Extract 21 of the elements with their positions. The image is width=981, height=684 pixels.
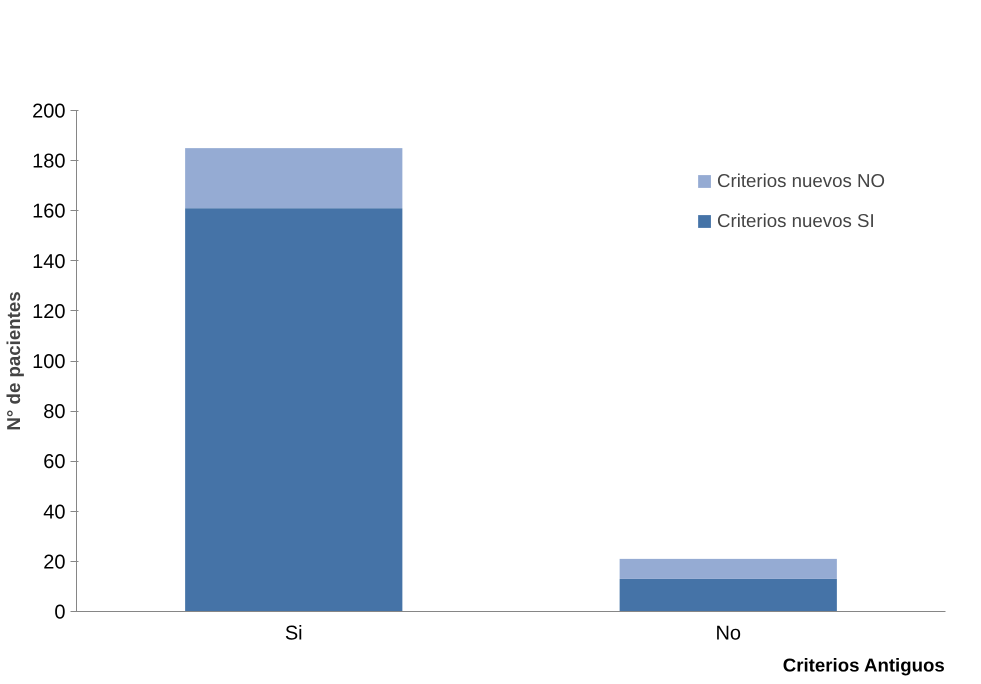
y-tick-label: 20	[43, 551, 66, 574]
y-tick-label: 60	[43, 451, 66, 474]
y-tick-label: 180	[32, 150, 66, 173]
legend-label: Criterios nuevos NO	[717, 170, 885, 192]
x-tick-label: No	[715, 622, 742, 644]
x-tick-label: Si	[284, 622, 303, 644]
y-tick-label: 140	[32, 250, 66, 273]
y-tick-label: 0	[54, 602, 66, 624]
bar	[620, 558, 837, 579]
y-axis-title: N° de pacientes	[3, 291, 24, 431]
y-tick-label: 200	[32, 100, 66, 122]
y-tick-label: 120	[32, 300, 66, 323]
y-tick-label: 160	[32, 200, 66, 223]
bar	[185, 208, 402, 612]
bar	[185, 148, 402, 208]
y-tick-label: 100	[32, 351, 66, 373]
x-axis-title: Criterios Antiguos	[782, 654, 945, 676]
bar	[620, 578, 837, 612]
y-tick-label: 80	[43, 401, 66, 424]
y-tick-label: 40	[43, 501, 66, 524]
legend-label: Criterios nuevos SI	[717, 210, 875, 232]
